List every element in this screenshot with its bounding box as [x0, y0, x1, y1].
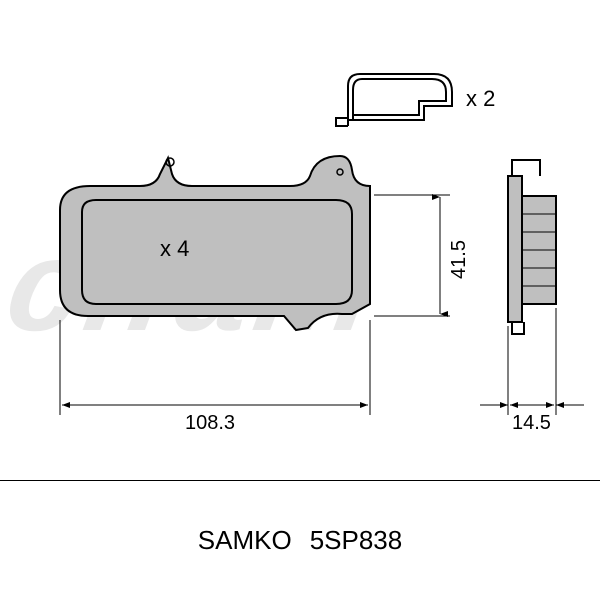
qty-pad-label: x 4: [160, 236, 189, 262]
part-footer: SAMKO 5SP838: [0, 480, 600, 600]
part-number-label: 5SP838: [310, 525, 403, 556]
dim-width: [60, 320, 370, 415]
dim-height-label: 41.5: [448, 240, 471, 279]
brake-pad-front: [60, 156, 370, 330]
brake-pad-side: [508, 160, 556, 334]
brand-label: SAMKO: [198, 525, 292, 556]
qty-clip-label: x 2: [466, 86, 495, 112]
dim-thickness-label: 14.5: [512, 412, 551, 435]
dim-width-label: 108.3: [185, 412, 235, 435]
dim-height: [374, 195, 450, 316]
dim-thickness: [480, 308, 584, 415]
clip-drawing: [336, 74, 452, 126]
technical-drawing-area: cifam: [0, 0, 600, 480]
drawing-svg: [0, 0, 600, 480]
